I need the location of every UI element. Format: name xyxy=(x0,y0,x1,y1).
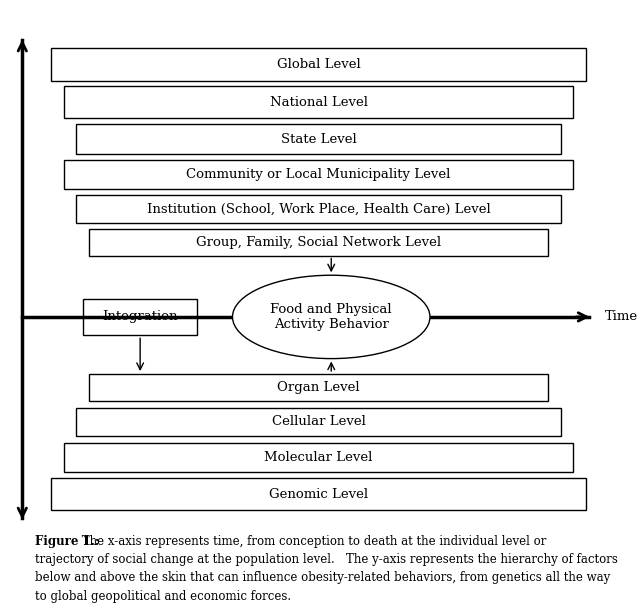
Text: Food and Physical
Activity Behavior: Food and Physical Activity Behavior xyxy=(271,303,392,331)
FancyBboxPatch shape xyxy=(64,86,573,118)
FancyBboxPatch shape xyxy=(51,47,586,81)
Text: Figure 1.:: Figure 1.: xyxy=(35,535,99,547)
FancyBboxPatch shape xyxy=(51,478,586,510)
Text: Institution (School, Work Place, Health Care) Level: Institution (School, Work Place, Health … xyxy=(147,202,490,216)
Text: The x-axis represents time, from conception to death at the individual level or: The x-axis represents time, from concept… xyxy=(78,535,547,547)
Text: below and above the skin that can influence obesity-related behaviors, from gene: below and above the skin that can influe… xyxy=(35,571,610,584)
FancyBboxPatch shape xyxy=(76,408,561,436)
Text: Genomic Level: Genomic Level xyxy=(269,487,368,501)
Text: Molecular Level: Molecular Level xyxy=(264,451,373,464)
FancyBboxPatch shape xyxy=(83,299,197,335)
Text: Cellular Level: Cellular Level xyxy=(271,415,366,428)
FancyBboxPatch shape xyxy=(89,229,548,256)
Text: Group, Family, Social Network Level: Group, Family, Social Network Level xyxy=(196,235,441,249)
Text: Time: Time xyxy=(605,310,637,324)
FancyBboxPatch shape xyxy=(76,195,561,223)
Text: Global Level: Global Level xyxy=(276,58,361,71)
Text: State Level: State Level xyxy=(281,132,356,146)
FancyBboxPatch shape xyxy=(76,124,561,154)
Text: trajectory of social change at the population level.   The y-axis represents the: trajectory of social change at the popul… xyxy=(35,553,618,566)
Text: Community or Local Municipality Level: Community or Local Municipality Level xyxy=(186,168,451,181)
Text: Integration: Integration xyxy=(103,310,178,324)
Text: to global geopolitical and economic forces.: to global geopolitical and economic forc… xyxy=(35,590,291,603)
FancyBboxPatch shape xyxy=(64,443,573,472)
Text: Organ Level: Organ Level xyxy=(277,381,360,394)
Ellipse shape xyxy=(233,275,430,359)
FancyBboxPatch shape xyxy=(89,374,548,401)
FancyBboxPatch shape xyxy=(64,160,573,189)
Text: National Level: National Level xyxy=(269,96,368,109)
